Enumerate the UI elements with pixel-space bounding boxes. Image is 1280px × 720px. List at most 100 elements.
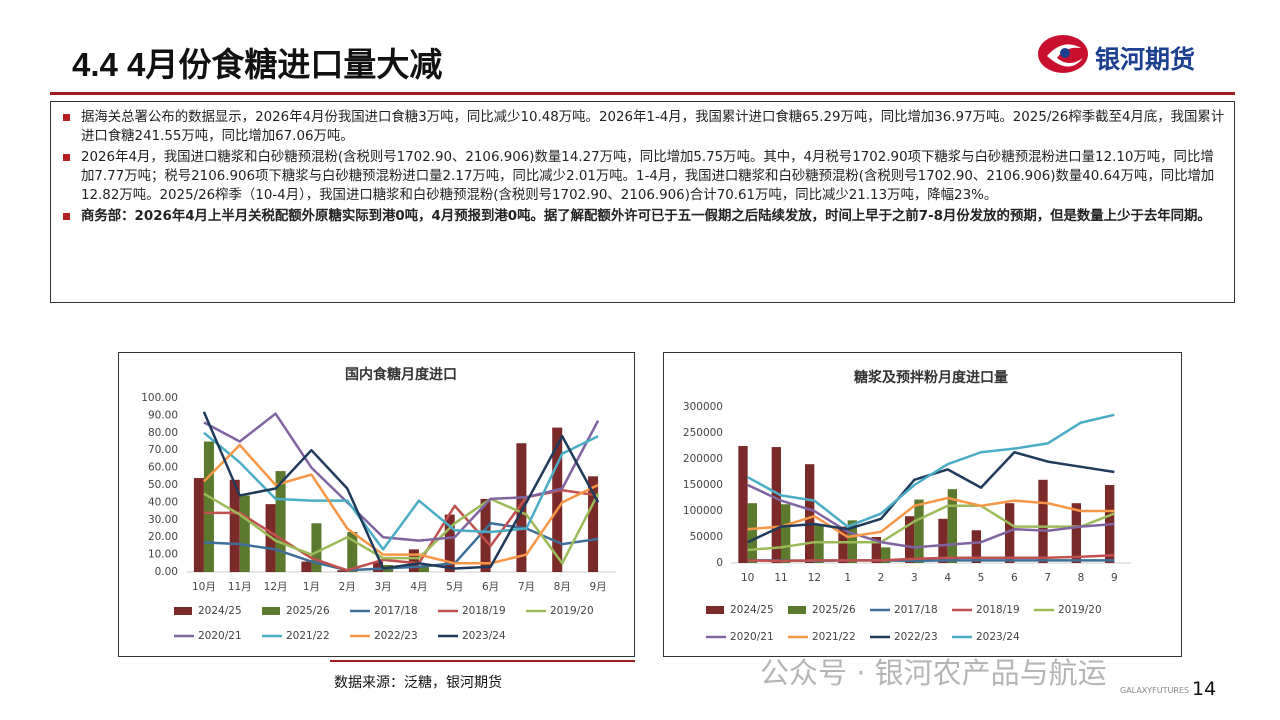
x-tick-label: 9月: [589, 581, 606, 593]
legend-label: 2018/19: [976, 604, 1020, 616]
bar: [1038, 479, 1048, 563]
legend-swatch: [174, 607, 192, 615]
bar: [971, 530, 981, 563]
line: [203, 443, 599, 565]
x-tick-label: 1: [844, 572, 851, 584]
bar: [738, 446, 748, 563]
bar: [881, 547, 891, 563]
chart: 国内食糖月度进口 0.00 10.00 20.00 30.00 40.00 50.00 60.…: [118, 352, 635, 657]
bar: [588, 476, 599, 572]
bullet: 商务部：2026年4月上半月关税配额外原糖实际到港0吨，4月预报到港0吨。据了解…: [61, 207, 1226, 226]
legend-label: 2025/26: [286, 605, 330, 617]
bar: [552, 427, 563, 572]
bar: [337, 570, 348, 572]
y-tick-label: 0.00: [155, 566, 178, 578]
bar: [938, 518, 948, 563]
y-tick-label: 80.00: [148, 427, 178, 439]
x-tick-label: 6月: [482, 581, 499, 593]
bar: [418, 566, 429, 572]
legend-label: 2025/26: [812, 604, 856, 616]
legend-label: 2021/22: [286, 630, 330, 642]
source: 数据来源：泛糖，银河期货: [334, 675, 502, 691]
x-tick-label: 6: [1011, 572, 1018, 584]
bar: [838, 526, 848, 563]
legend-label: 2022/23: [374, 630, 418, 642]
x-tick-label: 3: [911, 572, 918, 584]
page-number: 14: [1192, 678, 1217, 700]
x-tick-label: 8月: [554, 581, 571, 593]
bar: [229, 479, 240, 572]
bar: [905, 516, 915, 563]
bar: [871, 537, 881, 563]
bar: [301, 561, 312, 572]
legend-label: 2020/21: [198, 630, 242, 642]
y-tick-label: 0: [716, 557, 723, 569]
legend-label: 2024/25: [198, 605, 242, 617]
bar: [1071, 503, 1081, 563]
y-tick-label: 100000: [683, 505, 723, 517]
legend-label: 2017/18: [894, 604, 938, 616]
legend-label: 2018/19: [462, 605, 506, 617]
y-tick-label: 250000: [683, 427, 723, 439]
bar: [311, 523, 322, 572]
x-tick-label: 11: [774, 572, 787, 584]
y-tick-label: 70.00: [148, 444, 178, 456]
brand: GALAXYFUTURES: [1120, 686, 1190, 695]
x-tick-label: 7: [1044, 572, 1051, 584]
x-tick-label: 5月: [446, 581, 463, 593]
line: [747, 413, 1115, 528]
legend-label: 2022/23: [894, 631, 938, 643]
legend-swatch: [706, 606, 724, 614]
y-tick-label: 60.00: [148, 462, 178, 474]
bar: [347, 531, 358, 572]
bar: [814, 525, 824, 563]
text-box: 据海关总署公布的数据显示，2026年4月份我国进口食糖3万吨，同比减少10.48…: [50, 101, 1235, 303]
line: [747, 496, 1115, 539]
x-tick-label: 12: [808, 572, 821, 584]
line: [747, 504, 1115, 552]
line: [203, 522, 599, 572]
y-tick-label: 50.00: [148, 479, 178, 491]
bar: [771, 447, 781, 563]
y-tick-label: 50000: [690, 531, 723, 543]
x-tick-label: 11月: [228, 581, 252, 593]
bar: [747, 503, 757, 563]
line: [747, 553, 1115, 563]
bar: [239, 495, 250, 572]
x-tick-label: 2月: [339, 581, 356, 593]
bar: [193, 478, 204, 572]
legend-swatch: [262, 607, 280, 615]
header-rule: [50, 92, 1235, 95]
x-tick-label: 9: [1111, 572, 1118, 584]
bar: [373, 561, 384, 572]
legend-label: 2023/24: [462, 630, 506, 642]
bar: [1005, 503, 1015, 563]
bullet: 2026年4月，我国进口糖浆和白砂糖预混粉(含税则号1702.90、2106.9…: [61, 148, 1226, 205]
slide-title: 4.4 4月份食糖进口量大减: [72, 46, 443, 83]
legend-label: 2021/22: [812, 631, 856, 643]
line: [202, 411, 600, 570]
legend-label: 2023/24: [976, 631, 1020, 643]
legend-label: 2019/20: [1058, 604, 1102, 616]
watermark-text: 公众号 · 银河农产品与航运: [760, 656, 1107, 690]
x-tick-label: 2: [878, 572, 885, 584]
legend-label: 2017/18: [374, 605, 418, 617]
x-tick-label: 4月: [410, 581, 427, 593]
footer-rule: [330, 660, 635, 662]
line: [747, 483, 1115, 549]
line: [203, 431, 599, 551]
legend-swatch: [788, 606, 806, 614]
y-tick-label: 20.00: [148, 531, 178, 543]
y-tick-label: 10.00: [148, 549, 178, 561]
bar: [444, 514, 455, 572]
chart: 糖浆及预拌粉月度进口量 0 50000 100000 150000 200000 25000…: [663, 352, 1182, 657]
watermark: 公众号 · 银河农产品与航运: [760, 650, 1107, 692]
logo-text: 银河期货: [1095, 45, 1196, 74]
y-tick-label: 40.00: [148, 496, 178, 508]
x-tick-label: 1月: [303, 581, 320, 593]
bar: [275, 471, 286, 572]
bar: [203, 441, 214, 572]
x-tick-label: 10: [741, 572, 754, 584]
y-tick-label: 100.00: [141, 392, 178, 404]
